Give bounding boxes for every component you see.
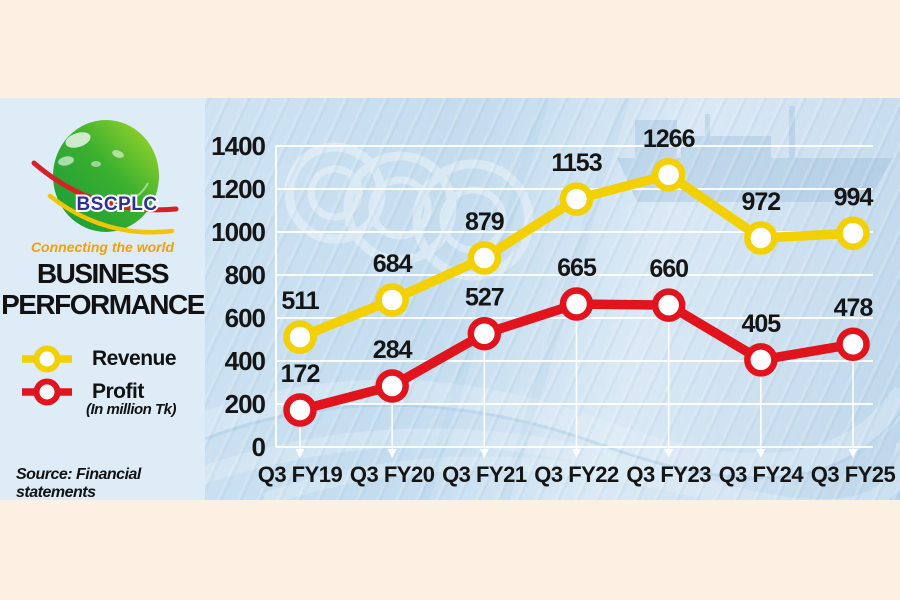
line-chart-plot: 0 200 400 600 800 1000 1200 1400 Q3 FY19 Q3 FY20 Q… xyxy=(211,125,896,487)
y-tick-label: 600 xyxy=(225,303,266,333)
page-title: BUSINESS PERFORMANCE xyxy=(0,258,205,320)
profit-marker xyxy=(375,369,409,403)
drop-arrow-icon xyxy=(387,449,397,458)
logo-text: BSCPLC xyxy=(76,194,157,215)
profit-marker xyxy=(283,393,317,427)
x-tick-label: Q3 FY19 xyxy=(258,462,343,487)
profit-value-label: 660 xyxy=(649,255,688,283)
profit-value-label: 527 xyxy=(465,284,504,312)
revenue-value-label: 879 xyxy=(465,208,504,236)
profit-line-marker-icon xyxy=(22,378,72,406)
profit-marker xyxy=(467,316,502,351)
revenue-marker xyxy=(651,158,686,192)
watermark-hatch-texture xyxy=(205,98,900,500)
profit-marker xyxy=(559,287,594,321)
drop-arrow-icon xyxy=(295,449,305,458)
revenue-line-marker-icon xyxy=(22,345,72,373)
y-tick-label: 800 xyxy=(225,260,266,290)
revenue-marker xyxy=(283,320,317,354)
profit-marker xyxy=(836,327,870,361)
revenue-value-label: 684 xyxy=(373,250,413,278)
logo-tagline: Connecting the world xyxy=(30,239,175,255)
x-tick-label: Q3 FY24 xyxy=(719,462,805,487)
legend-item-revenue: Revenue xyxy=(20,341,177,377)
x-tick-label: Q3 FY23 xyxy=(626,462,711,487)
legend-label-revenue: Revenue xyxy=(92,347,177,370)
globe-icon xyxy=(53,120,159,232)
legend-label-profit: Profit xyxy=(92,380,144,403)
logo-red-swoosh xyxy=(31,160,179,213)
profit-marker xyxy=(651,288,686,322)
revenue-marker xyxy=(375,283,409,317)
x-tick-label: Q3 FY20 xyxy=(350,462,435,487)
revenue-marker xyxy=(744,221,778,255)
y-tick-label: 400 xyxy=(225,346,266,376)
x-tick-label: Q3 FY25 xyxy=(811,462,896,487)
chart-background-watermark xyxy=(205,98,900,500)
revenue-value-label: 511 xyxy=(281,287,319,315)
x-tick-label: Q3 FY22 xyxy=(534,462,619,487)
legend-item-profit: Profit xyxy=(20,374,144,410)
profit-value-label: 478 xyxy=(834,294,874,322)
drop-arrow-icon xyxy=(479,449,489,458)
y-tick-label: 0 xyxy=(252,432,266,462)
bscplc-logo: BSCPLC xyxy=(31,120,179,235)
drop-arrow-icon xyxy=(848,449,858,458)
unit-note: (In million Tk) xyxy=(86,401,177,418)
y-tick-label: 1000 xyxy=(211,217,265,247)
y-tick-label: 1400 xyxy=(211,131,265,161)
drop-arrow-icon xyxy=(756,449,766,458)
revenue-value-label: 972 xyxy=(741,188,780,216)
profit-marker xyxy=(744,343,778,377)
page-title-line2: PERFORMANCE xyxy=(1,289,205,320)
revenue-value-label: 1266 xyxy=(643,125,695,153)
source-note: Source: Financial statements xyxy=(16,466,141,501)
page-title-line1: BUSINESS xyxy=(36,258,170,289)
profit-value-label: 405 xyxy=(741,310,781,338)
x-tick-label: Q3 FY21 xyxy=(442,462,527,487)
revenue-marker xyxy=(559,182,594,216)
profit-value-label: 665 xyxy=(557,254,597,282)
logo-yellow-swoosh xyxy=(47,193,175,235)
revenue-marker xyxy=(467,241,502,275)
profit-value-label: 284 xyxy=(373,336,413,364)
chart-area: 0 200 400 600 800 1000 1200 1400 Q3 FY19 Q3 FY20 Q… xyxy=(205,98,900,500)
content-panel: BSCPLC Connecting the world BUSINESS PER… xyxy=(0,98,900,501)
y-tick-label: 200 xyxy=(225,389,266,419)
drop-arrow-icon xyxy=(572,449,582,458)
revenue-marker xyxy=(836,216,870,251)
profit-value-label: 172 xyxy=(281,360,320,388)
revenue-value-label: 994 xyxy=(834,183,874,211)
revenue-value-label: 1153 xyxy=(551,149,601,177)
y-tick-label: 1200 xyxy=(211,174,265,204)
drop-arrow-icon xyxy=(664,449,674,458)
info-panel: BSCPLC Connecting the world BUSINESS PER… xyxy=(0,98,205,501)
